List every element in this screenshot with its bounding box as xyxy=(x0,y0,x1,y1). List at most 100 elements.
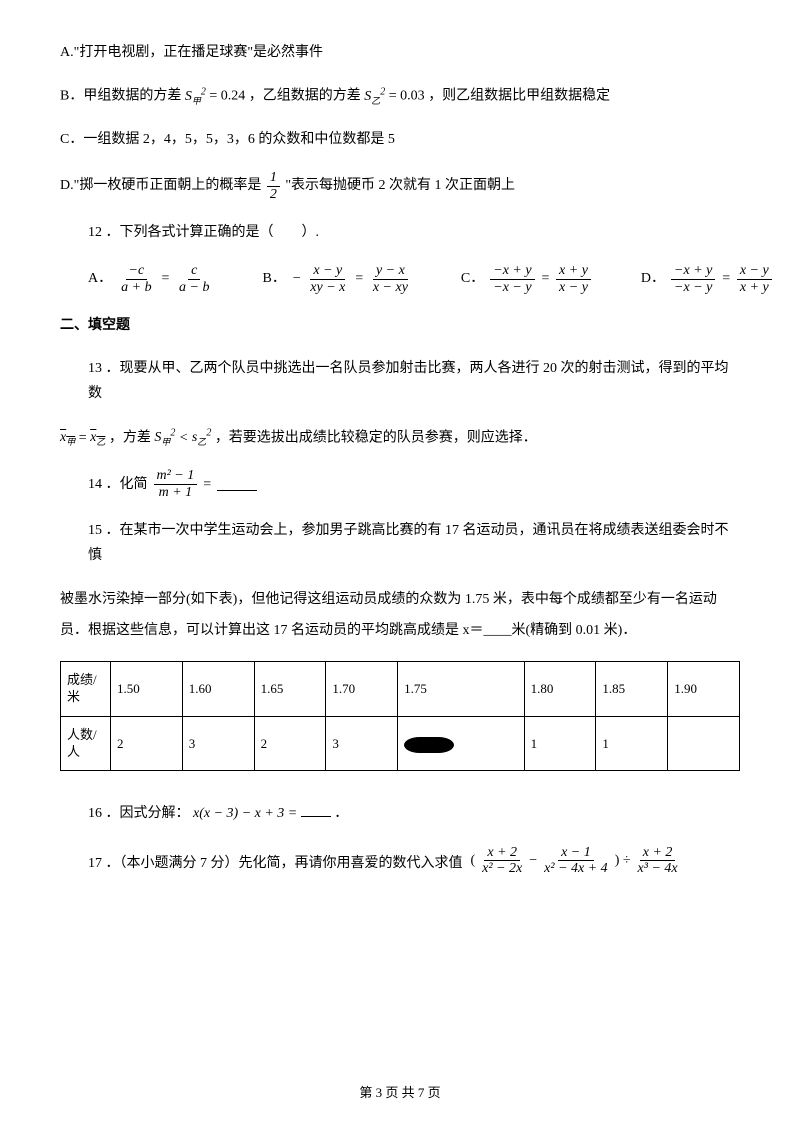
cell: 1.80 xyxy=(524,661,596,716)
blank xyxy=(217,477,257,491)
text: "表示每抛硬币 2 次就有 1 次正面朝上 xyxy=(285,178,515,193)
d: −x − y xyxy=(671,280,715,295)
cell: 1.65 xyxy=(254,661,326,716)
n: x − y xyxy=(737,263,772,279)
d: x + y xyxy=(737,280,772,295)
cell xyxy=(668,716,740,771)
q16: 16 ．因式分解： x(x − 3) − x + 3 = ． xyxy=(60,801,740,826)
q17-expression: ( x + 2x² − 2x − x − 1x² − 4x + 4 ) ÷ x … xyxy=(471,845,681,877)
ink-smudge-icon xyxy=(404,737,454,753)
base: S xyxy=(185,89,192,104)
text: 16 ．因式分解： xyxy=(88,806,190,821)
n: x − y xyxy=(310,263,345,279)
text: ，方差 xyxy=(109,430,151,445)
text: ，乙组数据的方差 xyxy=(249,89,361,104)
cell: 3 xyxy=(182,716,254,771)
label: D． xyxy=(641,266,665,291)
q11-opt-b: B．甲组数据的方差 S甲2 = 0.24 ，乙组数据的方差 S乙2 = 0.03… xyxy=(60,83,740,109)
n: c xyxy=(188,263,200,279)
cell: 1.70 xyxy=(326,661,398,716)
q15-table: 成绩/米 1.50 1.60 1.65 1.70 1.75 1.80 1.85 … xyxy=(60,661,740,772)
row-header: 人数/人 xyxy=(61,716,111,771)
num: m² − 1 xyxy=(154,468,198,484)
xbar: x甲 xyxy=(60,425,75,450)
eq: = xyxy=(541,266,550,291)
p: 2 xyxy=(206,428,211,439)
q12-opt-d: D． −x + y−x − y = x − yx + y xyxy=(641,263,772,295)
var: S乙2 xyxy=(364,89,389,104)
lp: ( xyxy=(471,848,476,873)
d: −x − y xyxy=(490,280,534,295)
rp: ) ÷ xyxy=(615,848,631,873)
q12-opt-b: B． − x − yxy − x = y − xx − xy xyxy=(262,263,410,295)
n: y − x xyxy=(373,263,408,279)
q15-l3: 员．根据这些信息，可以计算出这 17 名运动员的平均跳高成绩是 x＝____米(… xyxy=(60,618,740,643)
q12-stem: 12 ．下列各式计算正确的是（ ）. xyxy=(60,220,740,245)
label: A． xyxy=(88,266,112,291)
eq: = xyxy=(203,472,211,497)
cell: 2 xyxy=(111,716,183,771)
eq: = xyxy=(354,266,363,291)
n: x − 1 xyxy=(558,845,594,861)
q17: 17 ．（本小题满分 7 分）先化简，再请你用喜爱的数代入求值 ( x + 2x… xyxy=(60,845,740,877)
d: xy − x xyxy=(307,280,348,295)
eq: = xyxy=(161,266,170,291)
table-row: 成绩/米 1.50 1.60 1.65 1.70 1.75 1.80 1.85 … xyxy=(61,661,740,716)
sup: 2 xyxy=(380,86,385,97)
q12-options: A． −ca + b = ca − b B． − x − yxy − x = y… xyxy=(60,263,740,295)
q13-line2: x甲 = x乙 ，方差 S甲2 < s乙2 ，若要选拔出成绩比较稳定的队员参赛，… xyxy=(60,425,740,451)
section-2-title: 二、填空题 xyxy=(60,313,740,338)
cell-smudged xyxy=(398,716,525,771)
cell: 1.50 xyxy=(111,661,183,716)
lt: < xyxy=(179,430,192,445)
var: S甲2 xyxy=(154,430,175,445)
n: x + 2 xyxy=(484,845,520,861)
p: 2 xyxy=(170,428,175,439)
expr: x(x − 3) − x + 3 = xyxy=(193,806,301,821)
q14: 14 ．化简 m² − 1 m + 1 = xyxy=(60,468,740,500)
cell: 1 xyxy=(524,716,596,771)
n: x + 2 xyxy=(640,845,676,861)
d: x² − 4x + 4 xyxy=(541,861,611,876)
minus: − xyxy=(529,848,537,873)
s: 甲 xyxy=(66,437,75,447)
d: x³ − 4x xyxy=(635,861,681,876)
text: D."掷一枚硬币正面朝上的概率是 xyxy=(60,178,261,193)
q15-l2: 被墨水污染掉一部分(如下表)，但他记得这组运动员成绩的众数为 1.75 米，表中… xyxy=(60,587,740,612)
cell: 1.85 xyxy=(596,661,668,716)
eq: = 0.24 xyxy=(209,89,245,104)
den: 2 xyxy=(267,187,280,202)
q13-line1: 13 ．现要从甲、乙两个队员中挑选出一名队员参加射击比赛，两人各进行 20 次的… xyxy=(60,356,740,406)
var: s乙2 xyxy=(192,430,211,445)
q11-opt-c: C．一组数据 2，4，5，5，3，6 的众数和中位数都是 5 xyxy=(60,127,740,152)
eq: = xyxy=(721,266,730,291)
page-footer: 第 3 页 共 7 页 xyxy=(0,1081,800,1104)
n: −x + y xyxy=(490,263,534,279)
text: 14 ．化简 xyxy=(88,472,148,497)
q11-opt-a: A."打开电视剧，正在播足球赛"是必然事件 xyxy=(60,40,740,65)
d: a − b xyxy=(176,280,212,295)
fraction: 1 2 xyxy=(267,170,280,202)
q11-opt-d: D."掷一枚硬币正面朝上的概率是 1 2 "表示每抛硬币 2 次就有 1 次正面… xyxy=(60,170,740,202)
sub: 乙 xyxy=(371,96,380,106)
s: 乙 xyxy=(197,437,206,447)
d: a + b xyxy=(118,280,154,295)
fraction: m² − 1 m + 1 xyxy=(154,468,198,500)
cell: 1 xyxy=(596,716,668,771)
q12-opt-c: C． −x + y−x − y = x + yx − y xyxy=(461,263,591,295)
den: m + 1 xyxy=(156,485,196,500)
text: ，若要选拔出成绩比较稳定的队员参赛，则应选择． xyxy=(215,430,537,445)
sup: 2 xyxy=(201,86,206,97)
eq: = 0.03 xyxy=(389,89,425,104)
cell: 1.90 xyxy=(668,661,740,716)
text: B．甲组数据的方差 xyxy=(60,89,181,104)
n: −x + y xyxy=(671,263,715,279)
blank xyxy=(301,803,331,817)
text: ． xyxy=(334,806,348,821)
d: x² − 2x xyxy=(479,861,525,876)
table-row: 人数/人 2 3 2 3 1 1 xyxy=(61,716,740,771)
cell: 3 xyxy=(326,716,398,771)
text: ，则乙组数据比甲组数据稳定 xyxy=(428,89,610,104)
n: −c xyxy=(126,263,148,279)
q15-l1: 15 ．在某市一次中学生运动会上，参加男子跳高比赛的有 17 名运动员，通讯员在… xyxy=(60,518,740,568)
